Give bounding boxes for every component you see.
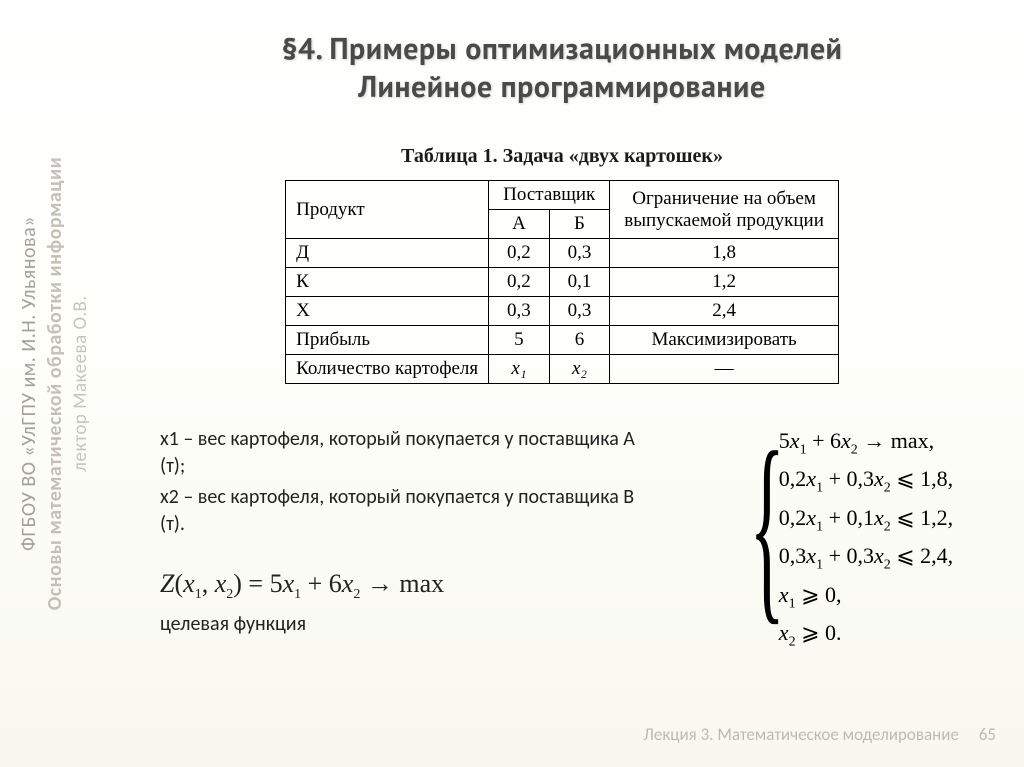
cell-lim: —	[610, 355, 839, 384]
objective-formula: Z(x1, x2) = 5x1 + 6x2 → max	[160, 566, 654, 605]
sidebar-course: Основы математической обработки информац…	[44, 157, 68, 610]
table-caption: Таблица 1. Задача «двух картошек»	[120, 145, 1004, 168]
equation-list: 5x1 + 6x2 → max, 0,2x1 + 0,3x2 ⩽ 1,8, 0,…	[779, 426, 953, 650]
cell-label: Количество картофеля	[286, 355, 489, 384]
desc-x2: x2 – вес картофеля, который покупается у…	[160, 484, 654, 538]
sidebar: ФГБОУ ВО «УлГПУ им. И.Н. Ульянова» Основ…	[0, 0, 110, 767]
cell-a: x₁	[489, 355, 550, 384]
cell-b: 0,1	[549, 268, 610, 297]
cell-label: К	[286, 268, 489, 297]
desc-x1: x1 – вес картофеля, который покупается у…	[160, 426, 654, 480]
slide: ФГБОУ ВО «УлГПУ им. И.Н. Ульянова» Основ…	[0, 0, 1024, 767]
title-line1: §4. Примеры оптимизационных моделей	[282, 29, 843, 68]
main-content: §4. Примеры оптимизационных моделей Лине…	[120, 30, 1004, 747]
cell-lim: Максимизировать	[610, 326, 839, 355]
table-row-quantity: Количество картофеля x₁ x₂ —	[286, 355, 839, 384]
table-header-row: Продукт Поставщик Ограничение на объем в…	[286, 181, 839, 210]
cell-label: Прибыль	[286, 326, 489, 355]
right-column: { 5x1 + 6x2 → max, 0,2x1 + 0,3x2 ⩽ 1,8, …	[684, 426, 1004, 650]
table-row-profit: Прибыль 5 6 Максимизировать	[286, 326, 839, 355]
eq: 5x1 + 6x2 → max,	[779, 428, 953, 458]
formula-z: Z	[160, 569, 174, 598]
eq: x2 ⩾ 0.	[779, 620, 953, 650]
cell-a: 5	[489, 326, 550, 355]
constraint-system: { 5x1 + 6x2 → max, 0,2x1 + 0,3x2 ⩽ 1,8, …	[684, 426, 1004, 650]
cell-a: 0,2	[489, 239, 550, 268]
footer-page: 65	[979, 724, 996, 745]
eq: x1 ⩾ 0,	[779, 582, 953, 612]
sidebar-lecturer: лектор Макеева О.В.	[70, 157, 93, 610]
th-supplier: Поставщик	[489, 181, 610, 210]
cell-lim: 1,8	[610, 239, 839, 268]
formula-eq: = 5	[242, 569, 283, 598]
left-column: x1 – вес картофеля, который покупается у…	[160, 426, 654, 638]
cell-b: x₂	[549, 355, 610, 384]
cell-lim: 1,2	[610, 268, 839, 297]
th-limit-l2: выпускаемой продукции	[624, 210, 824, 231]
cell-a: 0,3	[489, 297, 550, 326]
cell-a: 0,2	[489, 268, 550, 297]
table-row: Х 0,3 0,3 2,4	[286, 297, 839, 326]
eq: 0,2x1 + 0,3x2 ⩽ 1,8,	[779, 466, 953, 496]
slide-title: §4. Примеры оптимизационных моделей Лине…	[120, 30, 1004, 105]
cell-label: Д	[286, 239, 489, 268]
sidebar-institution: ФГБОУ ВО «УлГПУ им. И.Н. Ульянова»	[18, 157, 42, 610]
cell-b: 0,3	[549, 297, 610, 326]
cell-lim: 2,4	[610, 297, 839, 326]
th-limit: Ограничение на объем выпускаемой продукц…	[610, 181, 839, 239]
table-row: К 0,2 0,1 1,2	[286, 268, 839, 297]
brace-icon: {	[750, 426, 785, 650]
cell-b: 0,3	[549, 239, 610, 268]
th-supplier-a: А	[489, 210, 550, 239]
footer-text: Лекция 3. Математическое моделирование	[644, 724, 959, 745]
table-row: Д 0,2 0,3 1,8	[286, 239, 839, 268]
objective-label: целевая функция	[160, 611, 654, 638]
sidebar-text: ФГБОУ ВО «УлГПУ им. И.Н. Ульянова» Основ…	[18, 157, 93, 610]
title-line2: Линейное программирование	[358, 67, 765, 106]
th-limit-l1: Ограничение на объем	[632, 188, 816, 209]
cell-label: Х	[286, 297, 489, 326]
eq: 0,2x1 + 0,1x2 ⩽ 1,2,	[779, 505, 953, 535]
formula-args: (x1, x2)	[174, 569, 241, 598]
cell-b: 6	[549, 326, 610, 355]
th-product: Продукт	[286, 181, 489, 239]
eq: 0,3x1 + 0,3x2 ⩽ 2,4,	[779, 543, 953, 573]
th-supplier-b: Б	[549, 210, 610, 239]
body-columns: x1 – вес картофеля, который покупается у…	[120, 426, 1004, 650]
footer: Лекция 3. Математическое моделирование 6…	[644, 724, 996, 745]
data-table: Продукт Поставщик Ограничение на объем в…	[285, 180, 839, 384]
